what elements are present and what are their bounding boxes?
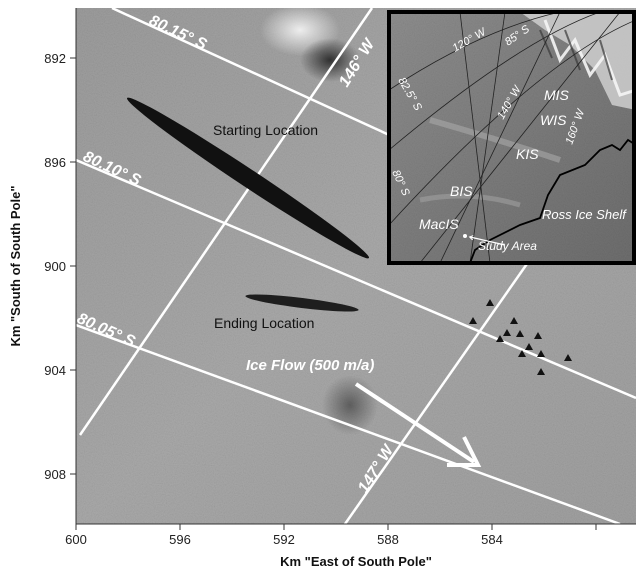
inset-bis-label: BIS xyxy=(450,183,473,199)
ending-location-ellipse xyxy=(245,294,359,312)
grounding-line xyxy=(469,138,636,263)
station-marker xyxy=(564,354,572,361)
mountain-ridge xyxy=(543,19,636,97)
lat-line-80-10 xyxy=(76,158,636,400)
lat-line-80-05 xyxy=(76,323,621,524)
station-marker xyxy=(525,343,533,350)
ice-flow-arrowhead xyxy=(447,436,482,467)
x-ticks: 600 596 592 588 584 xyxy=(65,524,597,547)
station-marker xyxy=(537,350,545,357)
mountain-shadow xyxy=(539,29,613,81)
inset-kis-label: KIS xyxy=(516,146,539,162)
station-marker xyxy=(516,330,524,337)
inset-mis-label: MIS xyxy=(544,87,570,103)
station-markers xyxy=(469,299,572,375)
station-marker xyxy=(510,317,518,324)
station-marker xyxy=(537,368,545,375)
starting-location-ellipse xyxy=(126,97,370,259)
x-tick-label: 592 xyxy=(273,532,295,547)
inset-wis-label: WIS xyxy=(540,112,567,128)
lon-line-146 xyxy=(78,8,374,436)
ice-stream xyxy=(419,193,521,208)
y-tick-label: 896 xyxy=(44,155,66,170)
station-marker xyxy=(534,332,542,339)
y-ticks: 892 896 900 904 908 xyxy=(44,51,76,482)
ice-stream xyxy=(429,117,561,163)
station-marker xyxy=(496,335,504,342)
ending-location-label: Ending Location xyxy=(214,315,314,331)
inset-macis-label: MacIS xyxy=(419,216,459,232)
y-tick-label: 908 xyxy=(44,467,66,482)
x-axis-label: Km "East of South Pole" xyxy=(280,554,432,569)
study-area-arrow xyxy=(470,237,506,246)
x-tick-label: 588 xyxy=(377,532,399,547)
inset-graticule xyxy=(389,12,636,263)
inset-map: 120° W 85° S 82.5° S 140° W 160° W 80° S… xyxy=(387,10,636,265)
y-tick-label: 900 xyxy=(44,259,66,274)
ice-flow-label: Ice Flow (500 m/a) xyxy=(246,357,374,374)
x-tick-label: 584 xyxy=(481,532,503,547)
station-marker xyxy=(486,299,494,306)
station-marker xyxy=(503,329,511,336)
y-axis-label: Km "South of South Pole" xyxy=(8,185,23,346)
inset-border xyxy=(387,10,636,265)
x-tick-label: 596 xyxy=(169,532,191,547)
y-tick-label: 892 xyxy=(44,51,66,66)
station-marker xyxy=(518,350,526,357)
inset-study-area-label: Study Area xyxy=(478,239,537,253)
station-marker xyxy=(469,317,477,324)
starting-location-label: Starting Location xyxy=(213,122,318,138)
ice-flow-arrow xyxy=(354,382,476,464)
study-area-marker xyxy=(463,234,467,238)
y-tick-label: 904 xyxy=(44,363,66,378)
mountain-range xyxy=(520,12,636,110)
x-tick-label: 600 xyxy=(65,532,87,547)
inset-ross-label: Ross Ice Shelf xyxy=(542,207,627,222)
